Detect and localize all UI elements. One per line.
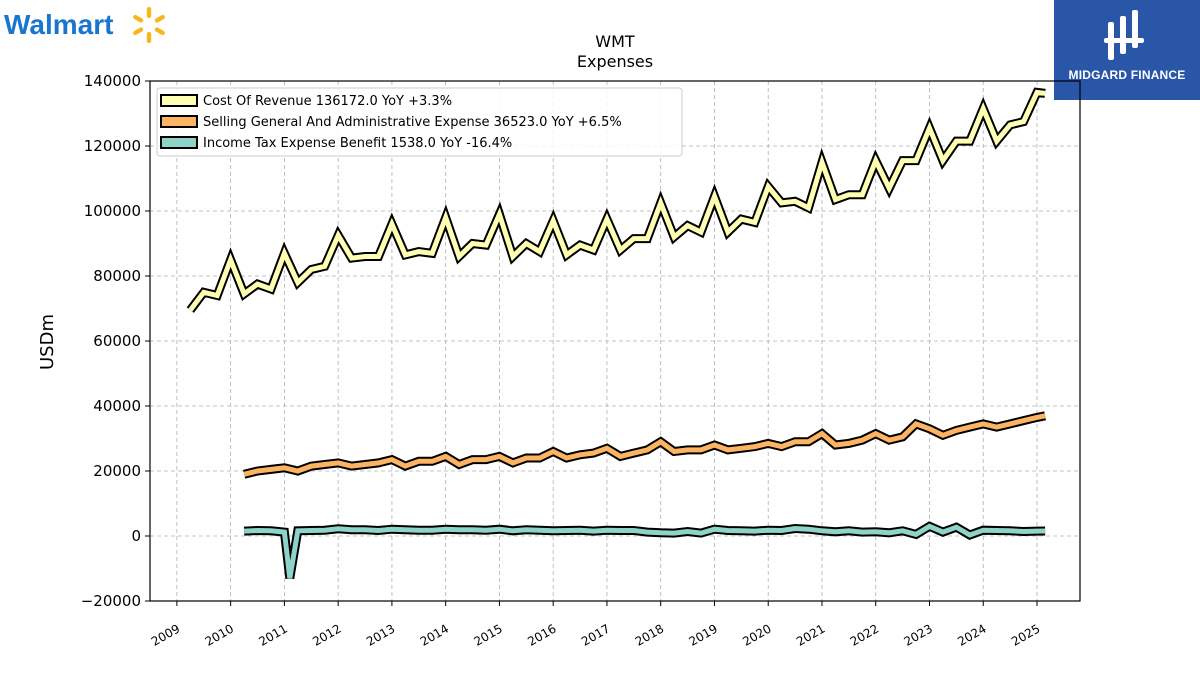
y-tick-label: 20000 (93, 462, 141, 480)
x-tick-label: 2025 (1009, 621, 1042, 648)
legend-swatch (160, 94, 198, 107)
x-tick-label: 2024 (955, 621, 988, 648)
x-tick-label: 2013 (364, 621, 397, 648)
midgard-finance-text: MIDGARD FINANCE (1068, 68, 1186, 82)
y-tick-label: −20000 (81, 592, 141, 610)
x-tick-label: 2019 (686, 621, 719, 648)
y-tick-label: 40000 (93, 397, 141, 415)
y-tick-label: 0 (131, 527, 141, 545)
walmart-spark-icon (133, 7, 165, 43)
legend-label: Cost Of Revenue 136172.0 YoY +3.3% (203, 94, 452, 109)
legend-swatch (160, 115, 198, 128)
x-tick-label: 2023 (902, 621, 935, 648)
walmart-logo: Walmart (4, 7, 165, 43)
x-tick-label: 2018 (633, 621, 666, 648)
midgard-emblem-icon (1104, 10, 1144, 60)
axes: −20000 0 20000 40000 60000 80000 100000 120000 1… (81, 72, 1043, 649)
y-tick-label: 80000 (93, 267, 141, 285)
series-lines (186, 87, 1046, 580)
midgard-finance-logo: MIDGARD FINANCE (1054, 0, 1200, 100)
chart-title: WMT (595, 32, 635, 51)
y-tick-label: 100000 (84, 202, 141, 220)
legend-box (156, 87, 683, 157)
x-tick-label: 2021 (794, 621, 827, 648)
x-tick-label: 2022 (848, 621, 881, 648)
legend-label: Income Tax Expense Benefit 1538.0 YoY -1… (203, 136, 512, 151)
y-tick-label: 120000 (84, 137, 141, 155)
x-tick-label: 2020 (740, 621, 773, 648)
legend-label: Selling General And Administrative Expen… (203, 115, 622, 130)
chart-subtitle: Expenses (577, 52, 653, 71)
y-axis-label: USDm (37, 314, 58, 370)
series-line-1 (188, 89, 1046, 312)
walmart-logo-text: Walmart (4, 9, 113, 40)
x-tick-label: 2014 (418, 621, 451, 648)
x-tick-label: 2011 (256, 621, 289, 648)
y-tick-label: 140000 (84, 72, 141, 90)
x-tick-label: 2012 (310, 621, 343, 648)
legend-swatch (160, 136, 198, 149)
x-tick-label: 2016 (525, 621, 558, 648)
legend: Cost Of Revenue 136172.0 YoY +3.3% Sellin… (156, 87, 683, 157)
x-tick-label: 2010 (203, 621, 236, 648)
y-tick-label: 60000 (93, 332, 141, 350)
series-line-3 (243, 523, 1046, 579)
x-tick-label: 2017 (579, 621, 612, 648)
x-tick-label: 2009 (149, 621, 182, 648)
x-tick-label: 2015 (471, 621, 504, 648)
series-line-2 (243, 413, 1046, 477)
